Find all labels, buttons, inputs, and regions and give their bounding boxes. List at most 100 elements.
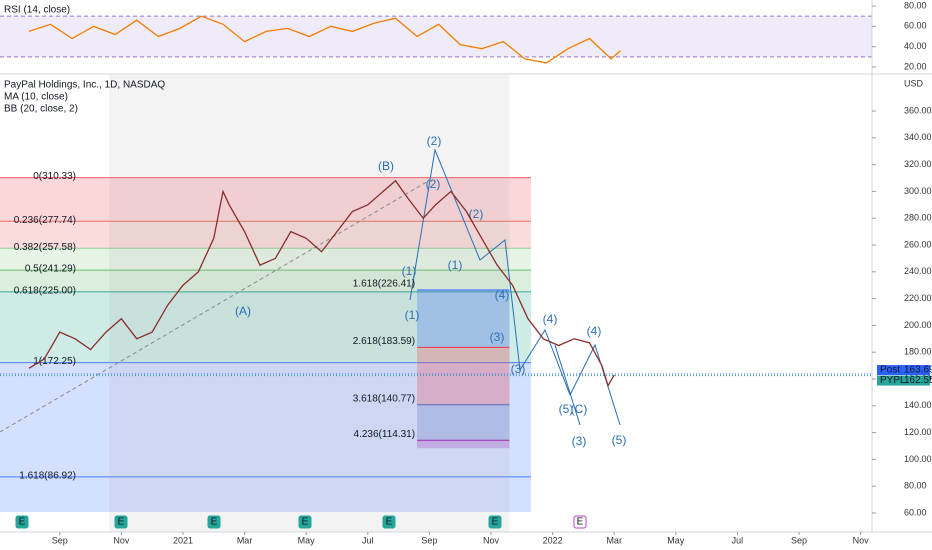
fib-label: 1(172.25) (33, 356, 76, 367)
fib-ext-zone (417, 440, 510, 449)
earnings-label: E (492, 517, 499, 528)
wave-label: (5) (612, 433, 627, 447)
fib-ext-label: 3.618(140.77) (353, 393, 415, 404)
wave-label: (2) (427, 134, 442, 148)
x-tick-label: May (298, 535, 316, 545)
fib-zone (0, 476, 532, 512)
fib-zone (0, 248, 532, 271)
y-tick-label: 100.00 (904, 454, 932, 464)
fib-label: 0.618(225.00) (14, 286, 76, 297)
wave-label: (4) (587, 324, 602, 338)
y-tick-label: 360.00 (904, 105, 932, 115)
trendline (0, 179, 431, 433)
x-tick-label: Nov (113, 535, 130, 545)
fib-ext-zone (417, 404, 510, 441)
y-tick-label: 340.00 (904, 132, 932, 142)
earnings-marker (382, 515, 396, 529)
fib-ext-label: 4.236(114.31) (354, 429, 416, 440)
y-tick-label: 320.00 (904, 159, 932, 169)
x-tick-label: Sep (791, 535, 807, 545)
x-tick-label: Nov (483, 535, 500, 545)
wave-label: (C) (571, 402, 588, 416)
wave-label: (4) (495, 288, 510, 302)
series-line (28, 179, 615, 388)
fib-label: 0(310.33) (33, 171, 76, 182)
fib-label: 0.5(241.29) (25, 264, 76, 275)
rsi-band (0, 16, 872, 57)
y-tick-label: 120.00 (904, 427, 932, 437)
x-tick-label: 2021 (173, 535, 193, 545)
y-tick-label: 20.00 (904, 61, 927, 71)
x-tick-label: Mar (237, 535, 253, 545)
wave-label: (3) (490, 330, 505, 344)
wave-line (409, 148, 571, 396)
wave-label: (3) (572, 434, 587, 448)
fib-label: 1.618(86.92) (19, 471, 76, 482)
x-tick-label: May (667, 535, 685, 545)
earnings-marker (114, 515, 128, 529)
y-tick-label: 80.00 (904, 0, 927, 10)
x-tick-label: Jul (362, 535, 374, 545)
fib-label: 0.236(277.74) (14, 215, 76, 226)
indicator: BB (20, close, 2) (4, 104, 78, 115)
price-tag-name: PYPL (880, 375, 906, 386)
earnings-label: E (302, 517, 309, 528)
y-tick-label: 280.00 (904, 213, 932, 223)
price-tag-value: 162.55 (904, 375, 932, 386)
y-tick-label: 240.00 (904, 266, 932, 276)
earnings-label: E (211, 517, 218, 528)
y-tick-label: 220.00 (904, 293, 932, 303)
y-tick-label: 180.00 (904, 347, 932, 357)
y-tick-label: 60.00 (904, 21, 927, 31)
fib-ext-zone (417, 290, 510, 348)
earnings-marker (488, 515, 502, 529)
fib-zone (0, 270, 532, 292)
price-tag-box (877, 375, 930, 386)
price-tag-box (877, 365, 930, 376)
y-tick-label: 300.00 (904, 186, 932, 196)
y-tick-label: 60.00 (904, 507, 927, 517)
wave-projection (554, 344, 581, 426)
y-tick-label: 200.00 (904, 320, 932, 330)
x-tick-label: Nov (853, 535, 870, 545)
earnings-marker (298, 515, 312, 529)
y-tick-label: 140.00 (904, 400, 932, 410)
y-tick-label: 260.00 (904, 239, 932, 249)
x-tick-label: 2022 (543, 535, 563, 545)
fib-zone (0, 221, 532, 249)
y-tick-label: 80.00 (904, 481, 927, 491)
price-tag-name: Post (880, 365, 900, 376)
fib-zone (0, 291, 532, 363)
fib-zone (0, 362, 532, 477)
x-tick-label: Jul (732, 535, 744, 545)
time-zone (109, 75, 510, 532)
fib-ext-label: 1.618(226.41) (353, 279, 415, 290)
main-title: PayPal Holdings, Inc., 1D, NASDAQ (4, 80, 165, 91)
x-tick-label: Mar (606, 535, 622, 545)
wave-projection (569, 343, 621, 426)
indicator: MA (10, close) (4, 92, 68, 103)
wave-label: (5) (559, 402, 574, 416)
earnings-label: E (19, 517, 26, 528)
earnings-label: E (386, 517, 393, 528)
wave-label: (3) (511, 362, 526, 376)
series-line (28, 15, 621, 64)
wave-label: (2) (426, 177, 441, 191)
y-tick-label: 40.00 (904, 41, 927, 51)
wave-label: (B) (378, 159, 394, 173)
earnings-label: E (118, 517, 125, 528)
rsi-title: RSI (14, close) (4, 5, 70, 16)
earnings-label: E (577, 517, 584, 528)
earnings-marker (15, 515, 29, 529)
wave-label: (1) (402, 264, 417, 278)
price-tag-value: 163.69 (904, 365, 932, 376)
fib-ext-label: 2.618(183.59) (353, 336, 415, 347)
earnings-marker (207, 515, 221, 529)
x-tick-label: Sep (52, 535, 68, 545)
wave-label: (1) (405, 308, 420, 322)
wave-label: (2) (469, 207, 484, 221)
currency: USD (904, 78, 924, 88)
earnings-marker (573, 515, 587, 529)
